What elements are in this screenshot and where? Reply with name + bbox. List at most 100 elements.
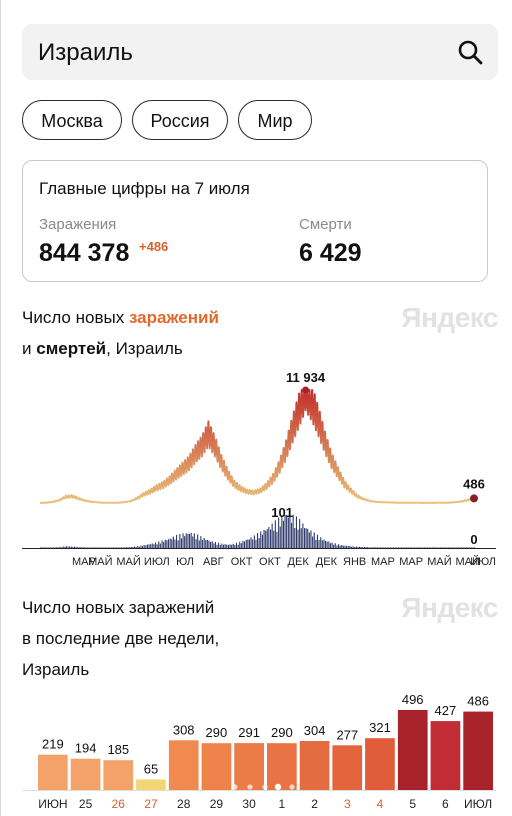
pager-dot[interactable] [289,784,295,790]
deaths-bar [180,538,182,548]
deaths-bar [142,546,144,548]
deaths-bar [135,546,137,548]
bar-category-label: 1 [279,797,286,811]
deaths-bar [346,545,348,548]
bar[interactable] [103,760,134,790]
bar[interactable] [267,743,297,790]
deaths-bar [260,531,262,548]
deaths-bar [404,547,406,548]
deaths-bar [213,543,215,548]
deaths-bar [448,547,450,548]
deaths-bar [221,543,223,548]
latest-label: 486 [463,476,485,491]
chip-moscow[interactable]: Москва [22,100,122,140]
deaths-bar [49,547,51,548]
bars-title-line3: Израиль [22,660,90,679]
deaths-bar [286,515,288,548]
deaths-bar [378,547,380,548]
deaths-bar [292,514,294,548]
deaths-bar [302,523,304,548]
deaths-bar [255,539,257,548]
search-input[interactable]: Израиль [38,39,133,66]
deaths-bar [315,539,317,548]
deaths-bar [323,539,325,548]
deaths-bar [87,547,89,548]
deaths-bar [75,547,77,548]
deaths-latest-label: 0 [470,532,477,547]
deaths-bar [244,541,246,548]
trend-tick-label: МАЙ [427,555,451,568]
yandex-watermark: Яндекс [401,302,498,333]
trend-title-part3: и [22,339,37,358]
trend-title-deaths: смертей [36,339,107,358]
deaths-bar [457,547,459,548]
yandex-watermark-2: Яндекс [401,592,498,623]
bar[interactable] [168,740,199,790]
deaths-bar [291,522,293,548]
pager-dot[interactable] [262,784,268,790]
bar-category-label: 5 [409,797,416,811]
deaths-bar [176,534,178,548]
bar-category-label: 4 [377,797,384,811]
deaths-bar [461,547,463,548]
deaths-bar [250,537,252,548]
deaths-bar [224,544,226,548]
deaths-bar [179,533,181,548]
bar[interactable] [332,745,363,790]
search-bar[interactable]: Израиль [22,24,498,80]
chip-world[interactable]: Мир [238,100,312,140]
trend-tick-label: МАР [72,556,96,568]
deaths-bar [467,547,469,548]
trend-tick-label: ОКТ [259,556,281,568]
deaths-bar [184,536,186,548]
deaths-bar [299,519,301,548]
deaths-bar [363,547,365,548]
bar[interactable] [136,779,166,791]
bar[interactable] [234,743,264,790]
bar[interactable] [430,721,461,790]
bar-category-label: 27 [144,797,158,811]
trend-tick-label: ОКТ [231,556,253,568]
deaths-bar [472,547,474,548]
deaths-bar [381,547,383,548]
trend-tick-label: МАР [399,556,423,568]
deaths-bar [281,515,283,548]
deaths-bar [44,547,46,548]
peak-label: 11 934 [286,370,326,385]
deaths-bar [427,547,429,548]
deaths-bar [362,546,364,548]
deaths-bar [347,546,349,548]
deaths-bar [339,545,341,548]
bar[interactable] [70,758,101,790]
deaths-bar [344,545,346,548]
deaths-bar [367,547,369,548]
deaths-bar [435,547,437,548]
bar[interactable] [397,710,428,790]
deaths-bar [266,529,268,548]
chip-russia[interactable]: Россия [132,100,228,140]
pager-dot[interactable] [274,783,282,791]
deaths-bar [469,547,471,548]
pager-dot[interactable] [247,784,253,790]
deaths-bar [258,538,260,548]
bar[interactable] [463,711,493,790]
deaths-bar [161,540,163,548]
bars-chart: 219ИЮН1942518526652730828290292913029013… [22,692,496,811]
pager-dot[interactable] [232,784,238,790]
deaths-bar [148,544,150,548]
deaths-bar [462,547,464,548]
deaths-bar [101,547,103,548]
search-icon[interactable] [456,38,484,66]
bar[interactable] [38,754,68,790]
bar[interactable] [299,741,330,790]
deaths-bar [121,547,123,548]
deaths-value: 6 429 [299,239,362,267]
deaths-bar [193,533,195,548]
bar-category-label: ИЮЛ [464,797,492,811]
trend-tick-label: ЮЛ [176,556,194,568]
bar[interactable] [365,738,395,790]
deaths-bar [359,546,361,548]
bar[interactable] [201,743,232,790]
trend-tick-label: МАЙ [456,555,480,568]
